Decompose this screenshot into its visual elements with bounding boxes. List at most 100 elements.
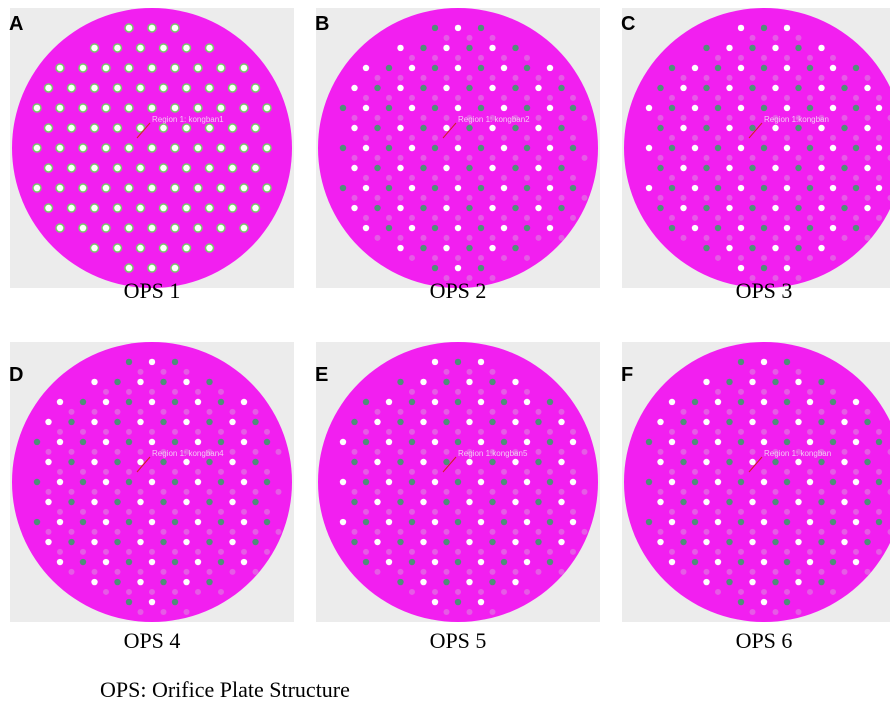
- orifice-hole: [466, 459, 472, 465]
- faint-hole: [524, 469, 530, 475]
- faint-hole: [195, 509, 201, 515]
- faint-hole: [681, 195, 687, 201]
- orifice-hole: [818, 85, 824, 91]
- faint-hole: [669, 549, 675, 555]
- faint-hole: [715, 135, 721, 141]
- orifice-hole: [420, 459, 426, 465]
- orifice-hole: [830, 439, 836, 445]
- faint-hole: [398, 235, 404, 241]
- orifice-hole: [772, 419, 778, 425]
- orifice-hole: [217, 144, 225, 152]
- orifice-hole: [807, 225, 813, 231]
- faint-hole: [149, 469, 155, 475]
- orifice-hole: [818, 245, 824, 251]
- orifice-hole: [102, 104, 110, 112]
- orifice-hole: [761, 65, 767, 71]
- orifice-hole: [409, 225, 415, 231]
- faint-hole: [375, 409, 381, 415]
- orifice-hole: [137, 204, 145, 212]
- orifice-hole: [114, 499, 120, 505]
- orifice-hole: [455, 145, 461, 151]
- orifice-hole: [263, 144, 271, 152]
- orifice-hole: [397, 379, 403, 385]
- orifice-hole: [807, 559, 813, 565]
- orifice-hole: [715, 439, 721, 445]
- orifice-hole: [443, 125, 449, 131]
- orifice-hole: [363, 399, 369, 405]
- orifice-hole: [420, 165, 426, 171]
- orifice-hole: [397, 45, 403, 51]
- faint-hole: [398, 489, 404, 495]
- faint-hole: [444, 235, 450, 241]
- orifice-hole: [172, 599, 178, 605]
- orifice-hole: [397, 245, 403, 251]
- orifice-hole: [57, 439, 63, 445]
- faint-hole: [536, 195, 542, 201]
- orifice-hole: [489, 419, 495, 425]
- faint-hole: [536, 75, 542, 81]
- orifice-hole: [703, 499, 709, 505]
- faint-hole: [570, 549, 576, 555]
- faint-hole: [46, 489, 52, 495]
- orifice-hole: [240, 144, 248, 152]
- orifice-hole: [864, 165, 870, 171]
- orifice-hole: [680, 165, 686, 171]
- faint-hole: [559, 529, 565, 535]
- faint-hole: [409, 55, 415, 61]
- faint-hole: [681, 529, 687, 535]
- orifice-hole: [443, 85, 449, 91]
- orifice-hole: [657, 499, 663, 505]
- faint-hole: [432, 589, 438, 595]
- faint-hole: [80, 469, 86, 475]
- faint-hole: [727, 529, 733, 535]
- orifice-hole: [172, 559, 178, 565]
- orifice-hole: [669, 519, 675, 525]
- orifice-hole: [795, 45, 801, 51]
- orifice-hole: [420, 419, 426, 425]
- orifice-hole: [183, 459, 189, 465]
- orifice-hole: [570, 519, 576, 525]
- faint-hole: [853, 215, 859, 221]
- faint-hole: [363, 429, 369, 435]
- faint-hole: [750, 235, 756, 241]
- orifice-hole: [726, 85, 732, 91]
- region-label: Region 1: kongban2: [458, 115, 530, 124]
- plate-panel: Region 1:kongban5: [316, 342, 600, 622]
- orifice-hole: [432, 65, 438, 71]
- orifice-hole: [126, 559, 132, 565]
- orifice-hole: [489, 539, 495, 545]
- orifice-hole: [726, 499, 732, 505]
- faint-hole: [692, 215, 698, 221]
- orifice-hole: [432, 359, 438, 365]
- orifice-hole: [818, 379, 824, 385]
- faint-hole: [704, 529, 710, 535]
- orifice-hole: [241, 479, 247, 485]
- faint-hole: [207, 409, 213, 415]
- orifice-hole: [386, 145, 392, 151]
- orifice-hole: [443, 459, 449, 465]
- orifice-hole: [726, 539, 732, 545]
- orifice-hole: [738, 105, 744, 111]
- orifice-hole: [657, 205, 663, 211]
- orifice-hole: [68, 84, 76, 92]
- faint-hole: [796, 369, 802, 375]
- orifice-hole: [772, 459, 778, 465]
- faint-hole: [444, 409, 450, 415]
- faint-hole: [773, 369, 779, 375]
- faint-hole: [478, 95, 484, 101]
- orifice-hole: [864, 205, 870, 211]
- orifice-hole: [160, 539, 166, 545]
- faint-hole: [750, 409, 756, 415]
- orifice-hole: [841, 125, 847, 131]
- orifice-hole: [864, 499, 870, 505]
- orifice-hole: [466, 165, 472, 171]
- faint-hole: [467, 609, 473, 615]
- orifice-hole: [137, 419, 143, 425]
- orifice-hole: [535, 539, 541, 545]
- orifice-hole: [420, 245, 426, 251]
- orifice-hole: [183, 204, 191, 212]
- faint-hole: [126, 389, 132, 395]
- orifice-hole: [114, 44, 122, 52]
- orifice-hole: [172, 479, 178, 485]
- faint-hole: [692, 469, 698, 475]
